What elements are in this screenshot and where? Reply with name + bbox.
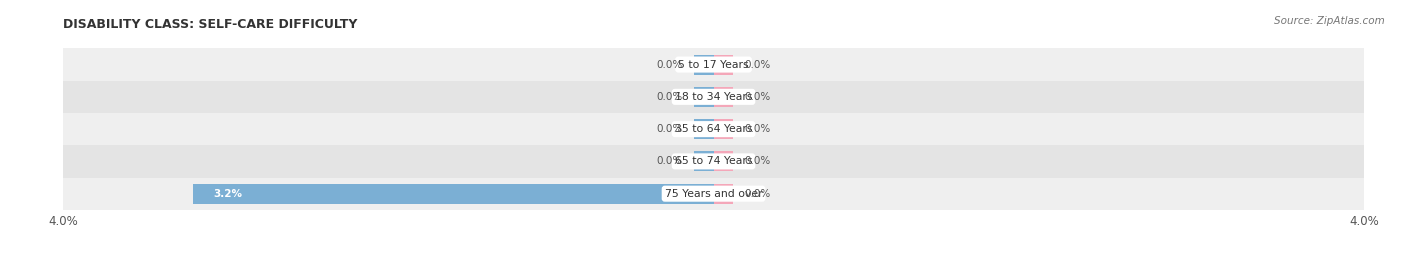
Text: DISABILITY CLASS: SELF-CARE DIFFICULTY: DISABILITY CLASS: SELF-CARE DIFFICULTY bbox=[63, 18, 357, 31]
Text: 0.0%: 0.0% bbox=[744, 92, 770, 102]
Text: 3.2%: 3.2% bbox=[212, 189, 242, 199]
Bar bbox=[695, 151, 713, 171]
Bar bbox=[713, 184, 733, 204]
Text: 18 to 34 Years: 18 to 34 Years bbox=[675, 92, 752, 102]
Bar bbox=[713, 119, 733, 139]
Bar bbox=[63, 145, 1364, 178]
Bar bbox=[695, 87, 713, 107]
Text: Source: ZipAtlas.com: Source: ZipAtlas.com bbox=[1274, 16, 1385, 26]
Legend: Male, Female: Male, Female bbox=[647, 266, 780, 269]
Bar bbox=[695, 55, 713, 75]
Text: 0.0%: 0.0% bbox=[657, 124, 683, 134]
Bar bbox=[713, 151, 733, 171]
Text: 0.0%: 0.0% bbox=[744, 189, 770, 199]
Text: 0.0%: 0.0% bbox=[744, 156, 770, 167]
Text: 0.0%: 0.0% bbox=[657, 92, 683, 102]
Bar bbox=[63, 81, 1364, 113]
Text: 0.0%: 0.0% bbox=[744, 124, 770, 134]
Text: 0.0%: 0.0% bbox=[744, 59, 770, 70]
Bar bbox=[193, 184, 713, 204]
Text: 0.0%: 0.0% bbox=[657, 156, 683, 167]
Bar bbox=[695, 119, 713, 139]
Text: 35 to 64 Years: 35 to 64 Years bbox=[675, 124, 752, 134]
Text: 75 Years and over: 75 Years and over bbox=[665, 189, 762, 199]
Text: 65 to 74 Years: 65 to 74 Years bbox=[675, 156, 752, 167]
Bar bbox=[63, 113, 1364, 145]
Bar bbox=[63, 48, 1364, 81]
Bar bbox=[713, 55, 733, 75]
Text: 5 to 17 Years: 5 to 17 Years bbox=[678, 59, 749, 70]
Bar bbox=[713, 87, 733, 107]
Bar bbox=[63, 178, 1364, 210]
Text: 0.0%: 0.0% bbox=[657, 59, 683, 70]
